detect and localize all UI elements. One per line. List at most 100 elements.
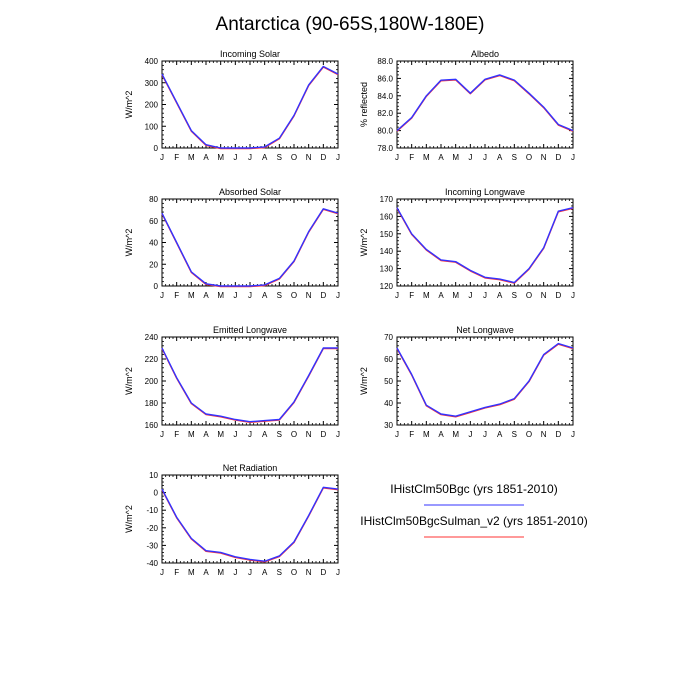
y-axis-label: % reflected [359,82,369,127]
x-tick-label: D [555,430,561,439]
x-tick-label: N [541,430,547,439]
series-line-1 [161,208,339,287]
y-tick-label: 160 [145,421,159,430]
x-tick-label: M [217,430,224,439]
x-tick-label: J [395,153,399,162]
y-tick-label: 180 [145,399,159,408]
y-tick-label: 80.0 [377,127,393,136]
x-tick-label: S [277,153,282,162]
x-tick-label: N [306,568,312,577]
x-tick-label: N [306,430,312,439]
x-tick-label: S [512,291,517,300]
x-tick-label: O [291,430,297,439]
legend: IHistClm50Bgc (yrs 1851-2010) IHistClm50… [360,482,588,538]
x-tick-label: D [320,568,326,577]
y-tick-label: 200 [145,377,159,386]
x-tick-label: J [483,430,487,439]
x-tick-label: M [423,153,430,162]
y-tick-label: 160 [380,212,394,221]
y-tick-label: 300 [145,79,159,88]
x-tick-label: N [541,291,547,300]
x-tick-label: S [277,291,282,300]
y-axis-label: W/m^2 [124,91,134,119]
series-line-1 [396,207,574,284]
y-tick-label: 60 [384,355,393,364]
x-tick-label: F [409,430,414,439]
y-tick-label: 88.0 [377,57,393,66]
x-tick-label: M [217,568,224,577]
x-tick-label: J [483,291,487,300]
x-tick-label: A [262,291,268,300]
x-tick-label: F [174,153,179,162]
x-tick-label: J [248,153,252,162]
x-tick-label: O [526,153,532,162]
x-tick-label: M [188,568,195,577]
series-line-1 [161,347,338,423]
x-tick-label: J [160,153,164,162]
x-tick-label: J [571,291,575,300]
y-tick-label: 86.0 [377,74,393,83]
x-tick-label: J [160,430,164,439]
x-tick-label: S [277,568,282,577]
x-tick-label: J [233,153,237,162]
x-tick-label: M [188,430,195,439]
y-tick-label: 70 [384,333,393,342]
y-tick-label: 0 [154,489,159,498]
x-tick-label: J [336,153,340,162]
x-tick-label: F [409,291,414,300]
y-tick-label: 40 [149,239,158,248]
y-tick-label: 170 [380,195,394,204]
y-tick-label: -20 [146,524,158,533]
x-tick-label: M [423,291,430,300]
x-tick-label: M [452,430,459,439]
x-tick-label: J [571,430,575,439]
panel-title: Incoming Longwave [445,187,525,197]
x-tick-label: A [497,430,503,439]
panel-title: Net Longwave [456,325,514,335]
y-tick-label: 40 [384,399,393,408]
x-tick-label: O [291,153,297,162]
y-tick-label: 84.0 [377,92,393,101]
y-tick-label: 0 [154,144,159,153]
x-tick-label: N [306,291,312,300]
x-tick-label: O [291,568,297,577]
x-tick-label: A [203,568,209,577]
panel-title: Emitted Longwave [213,325,287,335]
x-tick-label: A [438,430,444,439]
y-axis-label: W/m^2 [124,367,134,395]
x-tick-label: J [160,291,164,300]
x-tick-label: O [526,291,532,300]
x-tick-label: J [395,430,399,439]
y-tick-label: 82.0 [377,109,393,118]
x-tick-label: J [248,291,252,300]
x-tick-label: J [336,291,340,300]
x-tick-label: A [262,568,268,577]
y-tick-label: 140 [380,247,394,256]
x-tick-label: M [423,430,430,439]
y-tick-label: 30 [384,421,393,430]
x-tick-label: O [291,291,297,300]
y-tick-label: 80 [149,195,158,204]
series-line-1 [396,342,574,417]
x-tick-label: J [248,430,252,439]
y-axis-label: W/m^2 [124,229,134,257]
x-tick-label: A [203,153,209,162]
x-tick-label: A [262,430,268,439]
x-tick-label: F [409,153,414,162]
x-tick-label: A [438,291,444,300]
y-tick-label: 150 [380,230,394,239]
x-tick-label: F [174,430,179,439]
x-tick-label: J [233,430,237,439]
y-tick-label: 20 [149,260,158,269]
y-tick-label: 130 [380,265,394,274]
x-tick-label: J [571,153,575,162]
